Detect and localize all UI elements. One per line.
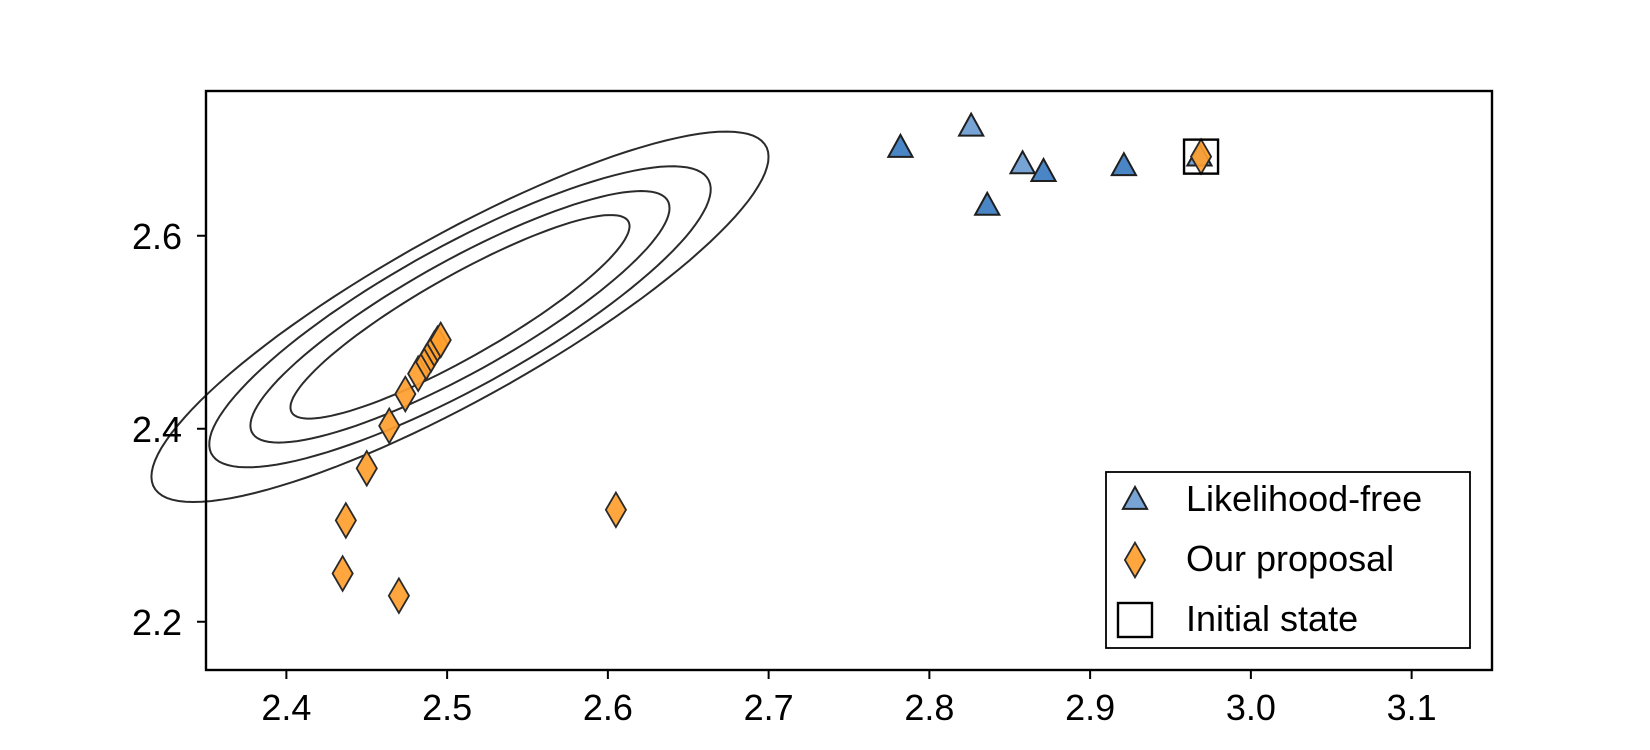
marks-layer [331, 111, 1220, 615]
x-tick-label-7: 3.0 [1226, 687, 1276, 728]
likelihood-free-point-1 [886, 132, 915, 158]
contour-line-2 [249, 189, 671, 444]
legend-label-2: Our proposal [1186, 538, 1394, 579]
our-proposal-point-14 [429, 320, 452, 360]
our-proposal-point-4 [331, 554, 354, 593]
legend-label-3: Initial state [1186, 598, 1358, 639]
legend: Likelihood-free Our proposal Initial state [1105, 471, 1471, 649]
our-proposal-point-5 [334, 501, 357, 540]
legend-square-icon [1116, 601, 1154, 639]
likelihood-free-point-3 [973, 190, 1002, 216]
x-tick-label-4: 2.7 [744, 687, 794, 728]
x-tick-label-2: 2.5 [422, 687, 472, 728]
y-tick-label-3: 2.6 [132, 216, 182, 257]
our-proposal-point-6 [355, 449, 378, 488]
our-proposal-point-8 [394, 374, 417, 414]
plot-frame [204, 89, 1494, 672]
initial-state-marker-1 [1182, 138, 1220, 175]
x-tick-label-3: 2.6 [583, 687, 633, 728]
likelihood-free-point-4 [1008, 149, 1037, 175]
axes-layer: 2.4 2.5 2.6 2.7 2.8 2.9 3.0 3.1 2.2 2.4 2.6 [132, 89, 1494, 728]
legend-diamond-icon [1123, 540, 1147, 580]
our-proposal-point-1 [1189, 137, 1213, 176]
our-proposal-point-2 [604, 490, 628, 529]
legend-label-1: Likelihood-free [1186, 478, 1422, 519]
y-tick-label-1: 2.2 [132, 602, 182, 643]
x-tick-label-5: 2.8 [904, 687, 954, 728]
contour-line-4 [150, 130, 770, 504]
likelihood-free-point-6 [1110, 151, 1138, 177]
legend-triangle-icon [1121, 484, 1149, 510]
our-proposal-point-3 [387, 576, 411, 615]
x-tick-label-8: 3.1 [1387, 687, 1437, 728]
contour-layer [150, 130, 770, 504]
legend-box [1105, 471, 1471, 649]
likelihood-free-point-5 [1029, 156, 1058, 182]
likelihood-free-point-2 [957, 111, 985, 137]
contour-line-3 [208, 165, 712, 469]
x-tick-label-1: 2.4 [261, 687, 311, 728]
y-tick-label-2: 2.4 [132, 409, 182, 450]
our-proposal-point-7 [378, 406, 401, 445]
x-tick-label-6: 2.9 [1065, 687, 1115, 728]
contour-line-1 [289, 214, 631, 420]
